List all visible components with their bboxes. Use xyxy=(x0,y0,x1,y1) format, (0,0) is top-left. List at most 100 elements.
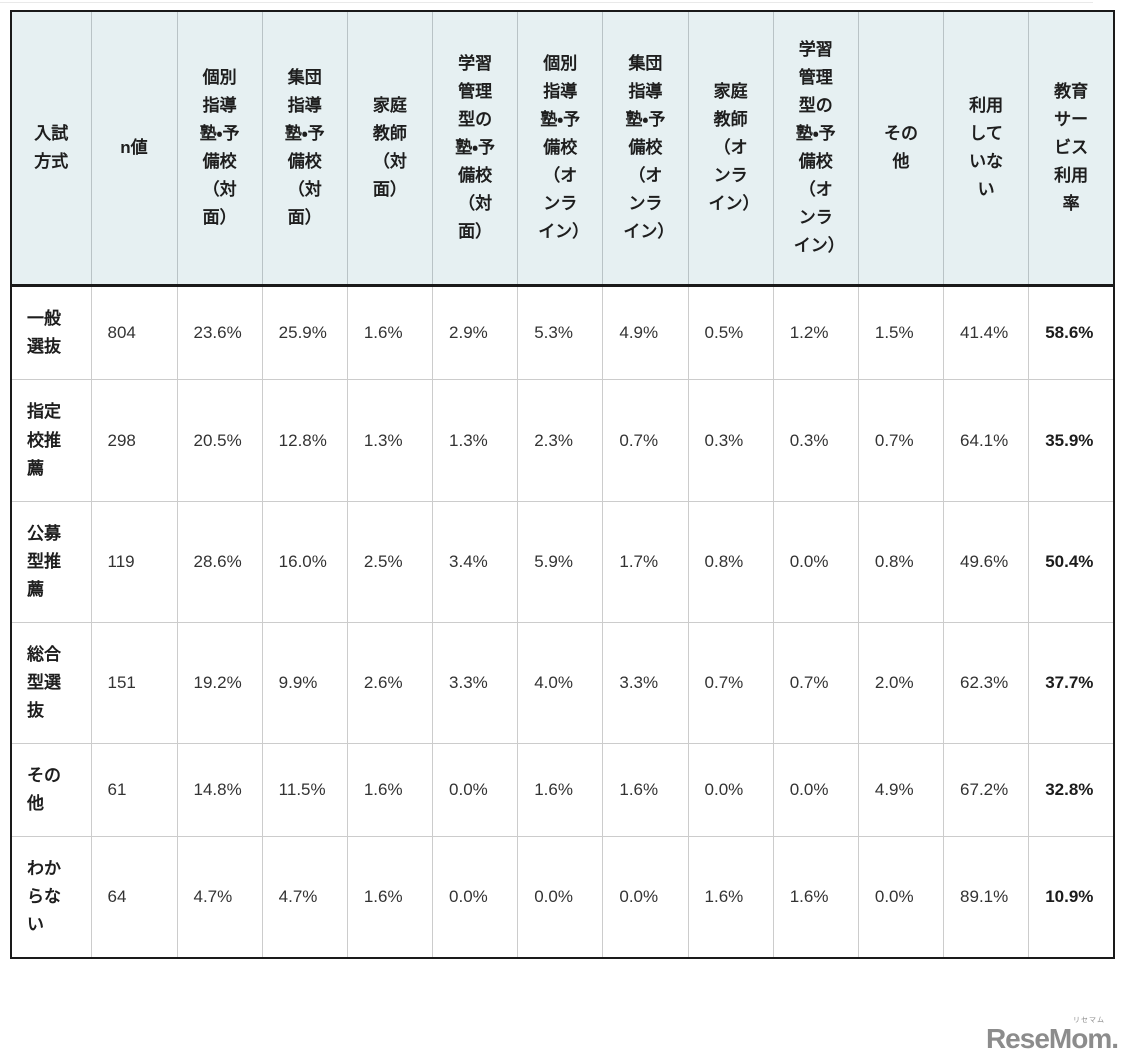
cell-usage-rate: 37.7% xyxy=(1028,621,1116,744)
cell-value: 4.7% xyxy=(176,835,263,960)
header-row: 入試方式 n値 個別指導塾・予備校（対面） 集団指導塾・予備校（対面） 家庭教師… xyxy=(10,10,1116,288)
resemom-logo: ReseMom. リセマム xyxy=(986,1017,1119,1053)
table-row-general-selection: 一般選抜 804 23.6% 25.9% 1.6% 2.9% 5.3% 4.9%… xyxy=(10,285,1116,381)
cell-usage-rate: 35.9% xyxy=(1028,379,1116,502)
col-header-individual-juku-in-person: 個別指導塾・予備校（対面） xyxy=(176,10,263,288)
col-header-individual-juku-online: 個別指導塾・予備校（オンライン） xyxy=(517,10,604,288)
col-header-managed-juku-online: 学習管理型の塾・予備校（オンライン） xyxy=(772,10,859,288)
cell-value: 28.6% xyxy=(176,500,263,623)
cell-n-value: 804 xyxy=(90,285,178,381)
cell-not-using: 67.2% xyxy=(943,742,1030,837)
cell-value: 3.3% xyxy=(602,621,689,744)
table-row-other: その他 61 14.8% 11.5% 1.6% 0.0% 1.6% 1.6% 0… xyxy=(10,742,1116,837)
cell-value: 0.3% xyxy=(687,379,774,502)
cell-n-value: 64 xyxy=(90,835,178,960)
row-label: 公募型推薦 xyxy=(10,500,92,623)
cell-value: 2.3% xyxy=(517,379,604,502)
table-row-designated-school-recommendation: 指定校推薦 298 20.5% 12.8% 1.3% 1.3% 2.3% 0.7… xyxy=(10,379,1116,502)
col-header-other: その他 xyxy=(857,10,945,288)
cell-value: 1.2% xyxy=(772,285,859,381)
cell-value: 1.3% xyxy=(346,379,434,502)
cell-not-using: 41.4% xyxy=(943,285,1030,381)
table-body: 一般選抜 804 23.6% 25.9% 1.6% 2.9% 5.3% 4.9%… xyxy=(10,285,1116,960)
cell-value: 5.3% xyxy=(517,285,604,381)
cell-value: 0.7% xyxy=(857,379,945,502)
cell-value: 0.7% xyxy=(602,379,689,502)
cell-value: 1.3% xyxy=(432,379,519,502)
cell-value: 5.9% xyxy=(517,500,604,623)
cell-value: 0.7% xyxy=(687,621,774,744)
resemom-logo-ruby: リセマム xyxy=(1073,1017,1105,1024)
cell-value: 1.6% xyxy=(772,835,859,960)
col-header-group-juku-online: 集団指導塾・予備校（オンライン） xyxy=(602,10,689,288)
cell-value: 0.0% xyxy=(772,500,859,623)
cell-n-value: 61 xyxy=(90,742,178,837)
row-label: 総合型選抜 xyxy=(10,621,92,744)
cell-value: 0.0% xyxy=(602,835,689,960)
cell-value: 0.3% xyxy=(772,379,859,502)
cell-value: 0.0% xyxy=(432,835,519,960)
cell-value: 0.5% xyxy=(687,285,774,381)
cell-value: 1.7% xyxy=(602,500,689,623)
cell-usage-rate: 32.8% xyxy=(1028,742,1116,837)
cell-value: 1.6% xyxy=(346,835,434,960)
cell-value: 20.5% xyxy=(176,379,263,502)
cell-value: 0.0% xyxy=(857,835,945,960)
cell-n-value: 298 xyxy=(90,379,178,502)
cell-value: 0.0% xyxy=(772,742,859,837)
cell-value: 0.0% xyxy=(687,742,774,837)
cell-n-value: 119 xyxy=(90,500,178,623)
cell-value: 25.9% xyxy=(261,285,348,381)
cell-value: 12.8% xyxy=(261,379,348,502)
cell-value: 0.8% xyxy=(687,500,774,623)
cell-not-using: 62.3% xyxy=(943,621,1030,744)
row-label: その他 xyxy=(10,742,92,837)
col-header-n-value: n値 xyxy=(90,10,178,288)
col-header-exam-method: 入試方式 xyxy=(10,10,92,288)
cell-not-using: 49.6% xyxy=(943,500,1030,623)
col-header-tutor-online: 家庭教師（オンライン） xyxy=(687,10,774,288)
cell-value: 16.0% xyxy=(261,500,348,623)
cell-value: 1.6% xyxy=(687,835,774,960)
cell-value: 3.4% xyxy=(432,500,519,623)
col-header-group-juku-in-person: 集団指導塾・予備校（対面） xyxy=(261,10,348,288)
cell-value: 1.6% xyxy=(346,285,434,381)
table-row-comprehensive-selection: 総合型選抜 151 19.2% 9.9% 2.6% 3.3% 4.0% 3.3%… xyxy=(10,621,1116,744)
cell-value: 2.0% xyxy=(857,621,945,744)
cell-value: 1.5% xyxy=(857,285,945,381)
cell-n-value: 151 xyxy=(90,621,178,744)
cell-not-using: 89.1% xyxy=(943,835,1030,960)
cell-usage-rate: 10.9% xyxy=(1028,835,1116,960)
cell-value: 23.6% xyxy=(176,285,263,381)
cell-value: 0.8% xyxy=(857,500,945,623)
cell-value: 2.6% xyxy=(346,621,434,744)
cell-value: 4.9% xyxy=(857,742,945,837)
cell-usage-rate: 58.6% xyxy=(1028,285,1116,381)
cell-value: 1.6% xyxy=(346,742,434,837)
cell-value: 19.2% xyxy=(176,621,263,744)
cell-value: 14.8% xyxy=(176,742,263,837)
cell-usage-rate: 50.4% xyxy=(1028,500,1116,623)
table-row-open-recommendation: 公募型推薦 119 28.6% 16.0% 2.5% 3.4% 5.9% 1.7… xyxy=(10,500,1116,623)
cell-value: 0.0% xyxy=(432,742,519,837)
table-row-dont-know: わからない 64 4.7% 4.7% 1.6% 0.0% 0.0% 0.0% 1… xyxy=(10,835,1116,960)
col-header-not-using: 利用していない xyxy=(943,10,1030,288)
cell-value: 4.7% xyxy=(261,835,348,960)
col-header-usage-rate: 教育サービス利用率 xyxy=(1028,10,1116,288)
cell-value: 1.6% xyxy=(602,742,689,837)
cell-value: 3.3% xyxy=(432,621,519,744)
cell-value: 4.0% xyxy=(517,621,604,744)
row-label: 一般選抜 xyxy=(10,285,92,381)
cell-value: 2.9% xyxy=(432,285,519,381)
table-container: 入試方式 n値 個別指導塾・予備校（対面） 集団指導塾・予備校（対面） 家庭教師… xyxy=(10,10,1116,960)
table-header: 入試方式 n値 個別指導塾・予備校（対面） 集団指導塾・予備校（対面） 家庭教師… xyxy=(10,10,1116,288)
row-label: わからない xyxy=(10,835,92,960)
row-label: 指定校推薦 xyxy=(10,379,92,502)
cell-value: 9.9% xyxy=(261,621,348,744)
cell-value: 4.9% xyxy=(602,285,689,381)
col-header-tutor-in-person: 家庭教師（対面） xyxy=(346,10,434,288)
top-divider xyxy=(0,2,1093,3)
cell-not-using: 64.1% xyxy=(943,379,1030,502)
cell-value: 2.5% xyxy=(346,500,434,623)
